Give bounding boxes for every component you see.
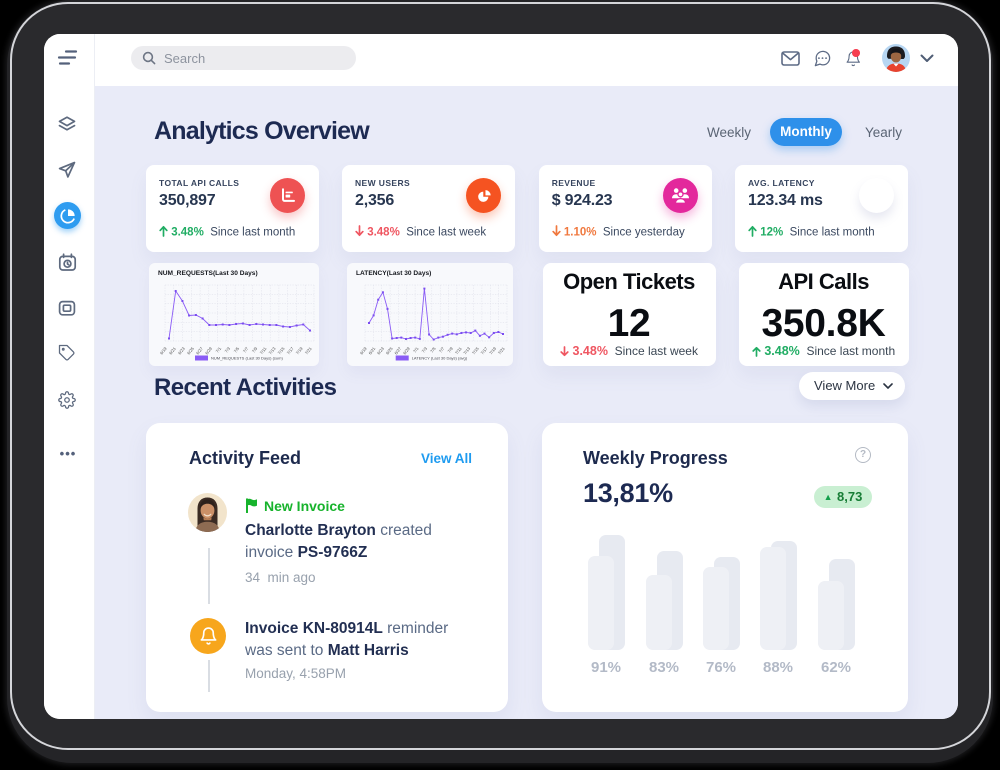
svg-text:6/19: 6/19 — [359, 346, 368, 356]
svg-text:7/13: 7/13 — [462, 346, 471, 356]
svg-text:7/21: 7/21 — [304, 346, 313, 356]
svg-text:6/29: 6/29 — [402, 346, 411, 356]
svg-text:7/17: 7/17 — [286, 346, 295, 356]
svg-text:6/27: 6/27 — [195, 346, 204, 356]
svg-text:6/19: 6/19 — [159, 346, 168, 356]
svg-text:6/23: 6/23 — [177, 346, 186, 356]
svg-text:7/7: 7/7 — [438, 346, 446, 354]
svg-text:7/3: 7/3 — [224, 346, 232, 354]
svg-text:7/21: 7/21 — [497, 346, 506, 356]
svg-text:7/17: 7/17 — [480, 346, 489, 356]
svg-text:6/25: 6/25 — [186, 346, 195, 356]
svg-text:6/25: 6/25 — [385, 346, 394, 356]
svg-text:LATENCY (Last 30 Days) (avg): LATENCY (Last 30 Days) (avg) — [412, 356, 468, 361]
svg-text:7/15: 7/15 — [277, 346, 286, 356]
svg-text:7/11: 7/11 — [259, 346, 268, 356]
svg-text:7/19: 7/19 — [295, 346, 304, 356]
svg-text:7/7: 7/7 — [242, 346, 250, 354]
svg-text:6/23: 6/23 — [376, 346, 385, 356]
svg-text:7/19: 7/19 — [488, 346, 497, 356]
svg-text:7/5: 7/5 — [233, 346, 241, 354]
svg-text:7/13: 7/13 — [268, 346, 277, 356]
svg-text:7/1: 7/1 — [215, 346, 223, 354]
svg-text:7/5: 7/5 — [429, 346, 437, 354]
svg-text:NUM_REQUESTS (Last 30 Days) (s: NUM_REQUESTS (Last 30 Days) (sum) — [211, 356, 283, 361]
svg-text:6/21: 6/21 — [367, 346, 376, 356]
svg-text:6/27: 6/27 — [393, 346, 402, 356]
svg-text:7/15: 7/15 — [471, 346, 480, 356]
svg-text:7/1: 7/1 — [412, 346, 420, 354]
svg-text:7/3: 7/3 — [421, 346, 429, 354]
svg-text:7/11: 7/11 — [454, 346, 463, 356]
svg-text:6/21: 6/21 — [168, 346, 177, 356]
svg-text:6/29: 6/29 — [204, 346, 213, 356]
svg-text:7/9: 7/9 — [446, 346, 454, 354]
svg-text:7/9: 7/9 — [251, 346, 259, 354]
